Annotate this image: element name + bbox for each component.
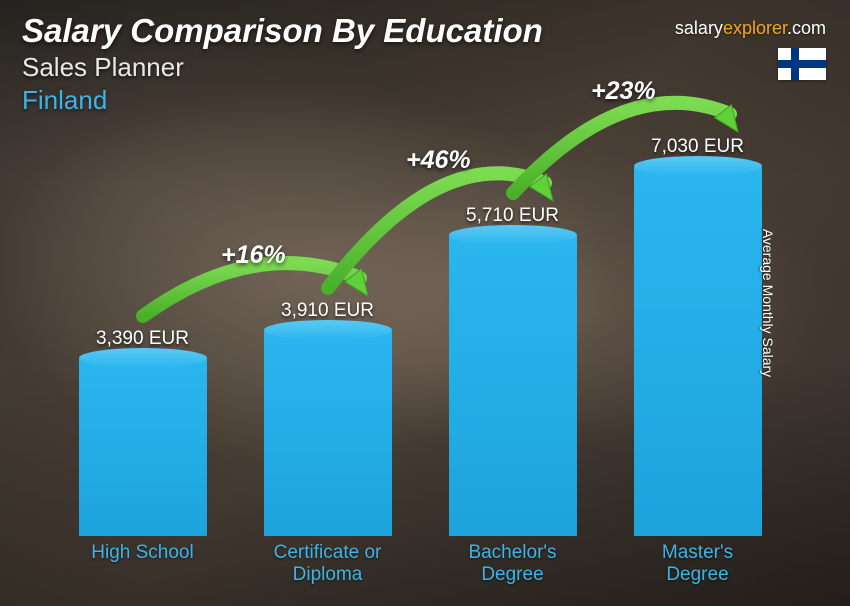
bar-value-label: 5,710 EUR xyxy=(466,205,559,227)
y-axis-label: Average Monthly Salary xyxy=(760,229,776,377)
bar-value-label: 7,030 EUR xyxy=(651,136,744,158)
job-title: Sales Planner xyxy=(22,52,828,83)
bar-slot: 3,910 EUR xyxy=(235,300,420,536)
bar xyxy=(79,358,207,536)
bars-container: 3,390 EUR 3,910 EUR 5,710 EUR 7,030 EUR xyxy=(50,130,790,536)
bar xyxy=(634,166,762,536)
labels-container: High SchoolCertificate orDiplomaBachelor… xyxy=(50,538,790,586)
brand-logo: salaryexplorer.com xyxy=(675,18,826,39)
bar-category-label: Bachelor'sDegree xyxy=(420,538,605,586)
brand-text-plain: salary xyxy=(675,18,723,38)
bar-value-label: 3,910 EUR xyxy=(281,300,374,322)
increase-percent-label: +46% xyxy=(406,146,471,175)
brand-text-accent: explorer xyxy=(723,18,787,38)
bar-category-label: High School xyxy=(50,538,235,586)
bar xyxy=(264,330,392,536)
bar-slot: 3,390 EUR xyxy=(50,328,235,536)
bar-category-label: Certificate orDiploma xyxy=(235,538,420,586)
bar-category-label: Master'sDegree xyxy=(605,538,790,586)
bar-value-label: 3,390 EUR xyxy=(96,328,189,350)
finland-flag-icon xyxy=(778,48,826,80)
brand-text-suffix: .com xyxy=(787,18,826,38)
bar xyxy=(449,235,577,536)
increase-percent-label: +16% xyxy=(221,241,286,270)
country-name: Finland xyxy=(22,85,828,116)
bar-slot: 5,710 EUR xyxy=(420,205,605,536)
salary-bar-chart: 3,390 EUR 3,910 EUR 5,710 EUR 7,030 EUR Hig… xyxy=(50,130,790,586)
